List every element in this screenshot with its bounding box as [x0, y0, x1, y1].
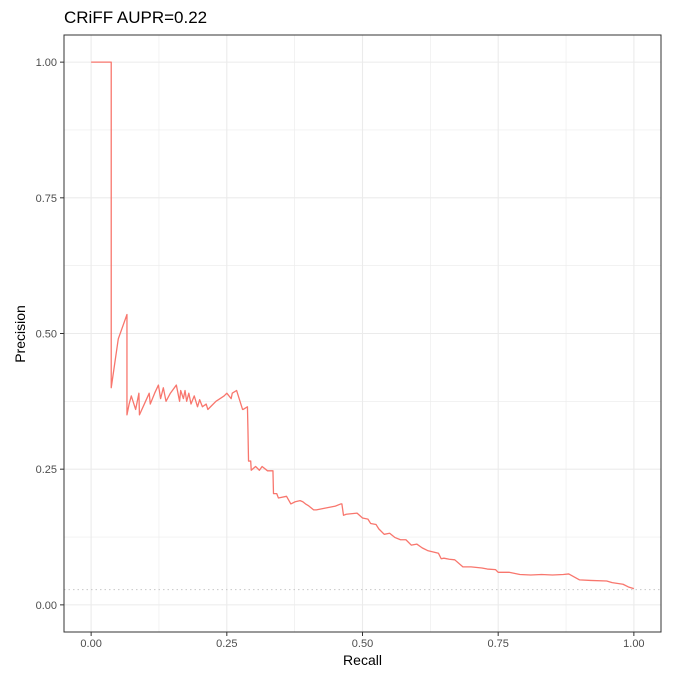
plot-panel: [63, 34, 662, 633]
x-tick-label: 0.25: [216, 638, 237, 650]
pr-series-line: [91, 61, 635, 590]
x-tick-label: 0.50: [352, 638, 373, 650]
y-tick-label: 1.00: [36, 57, 57, 69]
y-axis-title: Precision: [12, 305, 28, 363]
x-tick-label: 0.75: [487, 638, 508, 650]
y-tick-label: 0.50: [36, 329, 57, 341]
x-tick-label: 0.00: [80, 638, 101, 650]
y-tick-label: 0.75: [36, 193, 57, 205]
x-axis-title: Recall: [343, 652, 382, 668]
y-tick-label: 0.25: [36, 464, 57, 476]
x-axis: 0.00 0.25 0.50 0.75 1.00: [80, 632, 645, 650]
y-axis: 0.00 0.25 0.50 0.75 1.00: [36, 57, 64, 612]
x-tick-label: 1.00: [623, 638, 644, 650]
y-tick-label: 0.00: [36, 600, 57, 612]
chart-title: CRiFF AUPR=0.22: [64, 8, 207, 27]
